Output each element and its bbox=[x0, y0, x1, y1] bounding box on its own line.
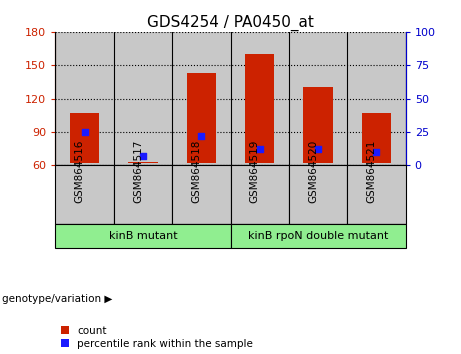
Text: kinB rpoN double mutant: kinB rpoN double mutant bbox=[248, 231, 388, 241]
Point bbox=[373, 149, 380, 155]
Point bbox=[81, 129, 88, 135]
Bar bbox=[230, 165, 289, 224]
Bar bbox=[230, 224, 406, 248]
Text: GSM864518: GSM864518 bbox=[191, 139, 201, 203]
Bar bbox=[347, 165, 406, 224]
Text: GSM864517: GSM864517 bbox=[133, 139, 143, 203]
Legend: count, percentile rank within the sample: count, percentile rank within the sample bbox=[60, 326, 253, 349]
Text: kinB mutant: kinB mutant bbox=[109, 231, 177, 241]
Text: GSM864520: GSM864520 bbox=[308, 139, 318, 202]
Bar bbox=[289, 165, 347, 224]
Text: GSM864516: GSM864516 bbox=[75, 139, 84, 203]
Bar bbox=[55, 224, 230, 248]
Bar bbox=[362, 113, 391, 163]
Bar bbox=[172, 165, 230, 224]
Text: GSM864521: GSM864521 bbox=[366, 139, 377, 203]
Bar bbox=[303, 87, 333, 163]
Bar bbox=[70, 113, 99, 163]
Bar bbox=[128, 162, 158, 163]
Bar bbox=[187, 73, 216, 163]
Text: GSM864519: GSM864519 bbox=[250, 139, 260, 203]
Bar bbox=[55, 165, 114, 224]
Point bbox=[198, 133, 205, 139]
Point bbox=[256, 146, 263, 152]
Point bbox=[314, 146, 322, 152]
Text: genotype/variation ▶: genotype/variation ▶ bbox=[2, 294, 112, 304]
Bar bbox=[245, 54, 274, 163]
Bar bbox=[114, 165, 172, 224]
Title: GDS4254 / PA0450_at: GDS4254 / PA0450_at bbox=[147, 14, 314, 30]
Point bbox=[139, 153, 147, 159]
